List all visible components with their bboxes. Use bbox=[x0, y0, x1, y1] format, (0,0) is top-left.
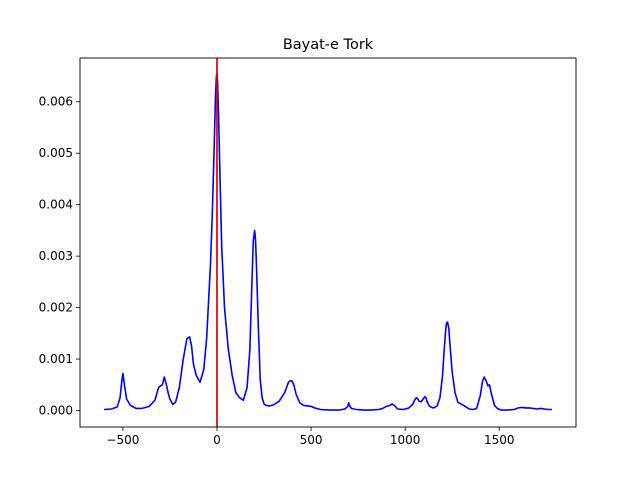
y-tick-label: 0.000 bbox=[39, 404, 73, 418]
x-tick-label: −500 bbox=[106, 433, 139, 447]
y-tick-label: 0.002 bbox=[39, 301, 73, 315]
x-tick-label: 0 bbox=[213, 433, 221, 447]
y-tick-label: 0.004 bbox=[39, 198, 73, 212]
x-tick-label: 1500 bbox=[484, 433, 515, 447]
y-tick-label: 0.005 bbox=[39, 146, 73, 160]
x-axis: −500 0 500 1000 1500 bbox=[106, 427, 515, 447]
plot-area bbox=[104, 58, 552, 427]
series-line-0 bbox=[104, 72, 552, 411]
y-axis: 0.000 0.001 0.002 0.003 0.004 0.005 0.006 bbox=[39, 95, 80, 418]
x-tick-label: 1000 bbox=[390, 433, 421, 447]
y-tick-label: 0.003 bbox=[39, 249, 73, 263]
y-tick-label: 0.001 bbox=[39, 352, 73, 366]
y-tick-label: 0.006 bbox=[39, 95, 73, 109]
axes-frame bbox=[79, 57, 577, 428]
chart-title: Bayat-e Tork bbox=[283, 37, 374, 53]
x-tick-label: 500 bbox=[300, 433, 323, 447]
